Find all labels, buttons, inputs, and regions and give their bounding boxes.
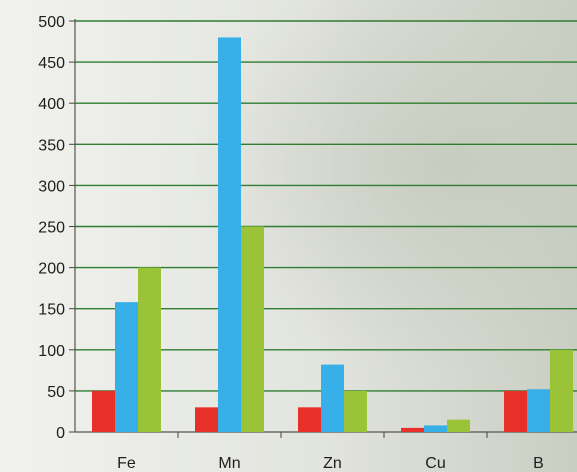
bar-zn-series-2 [321,364,344,432]
bar-cu-series-1 [401,427,424,432]
bar-cu-series-2 [424,425,447,432]
x-category-label: B [533,455,544,472]
y-tick-label: 300 [38,178,65,195]
bar-b-series-3 [550,349,573,432]
bar-mn-series-2 [218,37,241,432]
bar-b-series-1 [504,390,527,432]
x-category-label: Cu [425,455,445,472]
y-tick-label: 500 [38,14,65,31]
y-tick-label: 100 [38,343,65,360]
y-tick-label: 250 [38,220,65,237]
y-tick-label: 0 [56,425,65,442]
x-category-label: Mn [218,455,240,472]
bar-fe-series-1 [92,390,115,432]
y-tick-label: 450 [38,55,65,72]
y-tick-label: 400 [38,96,65,113]
x-category-label: Zn [323,455,342,472]
y-tick-label: 50 [47,384,65,401]
bar-cu-series-3 [447,419,470,432]
y-tick-label: 350 [38,137,65,154]
bar-b-series-2 [527,389,550,432]
bar-mn-series-3 [241,226,264,432]
bar-fe-series-3 [138,267,161,432]
x-category-label: Fe [117,455,136,472]
y-tick-label: 150 [38,302,65,319]
bar-mn-series-1 [195,407,218,432]
bar-fe-series-2 [115,302,138,432]
y-tick-label: 200 [38,261,65,278]
bar-zn-series-3 [344,390,367,432]
bar-zn-series-1 [298,407,321,432]
